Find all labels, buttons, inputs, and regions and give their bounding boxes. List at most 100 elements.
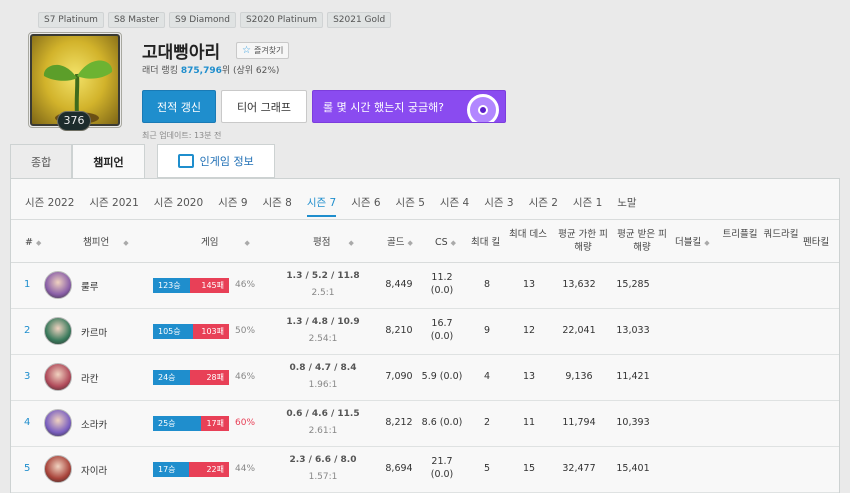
season-tab[interactable]: 시즌 6	[351, 197, 381, 209]
kda-ratio: 1.96:1	[308, 380, 338, 390]
losses-label: 22패	[189, 462, 229, 477]
cs: 11.2	[431, 272, 453, 283]
wins-label: 123승	[153, 278, 190, 293]
season-tab[interactable]: 시즌 8	[262, 197, 292, 209]
col-triple-kill[interactable]: 트리플킬	[722, 229, 758, 240]
col-gold[interactable]: 골드 ◆	[387, 237, 413, 248]
col-cs[interactable]: CS ◆	[435, 237, 457, 248]
win-loss-bar: 105승 103패	[153, 324, 229, 339]
row-rank: 5	[24, 463, 31, 474]
ladder-ranking: 래더 랭킹 875,796위 (상위 62%)	[142, 63, 279, 76]
winrate: 60%	[235, 418, 256, 428]
table-row[interactable]: 2 카르마 105승 103패 50% 1.3 / 4.8 / 10.9 2.5…	[11, 309, 839, 355]
table-row[interactable]: 3 라칸 24승 28패 46% 0.8 / 4.7 / 8.4 1.96:1 …	[11, 355, 839, 401]
cs: 8.6 (0.0)	[421, 417, 463, 428]
season-tab[interactable]: 시즌 2020	[153, 197, 204, 209]
champion-portrait-icon[interactable]	[44, 409, 72, 437]
season-tab[interactable]: 시즌 1	[572, 197, 603, 209]
gold: 8,694	[385, 463, 413, 474]
tab-ingame[interactable]: 인게임 정보	[156, 144, 275, 178]
last-updated: 최근 업데이트: 13분 전	[142, 131, 222, 140]
champion-portrait-icon[interactable]	[44, 363, 72, 391]
col-quadra-kill[interactable]: 쿼드라킬	[763, 229, 799, 240]
col-kda[interactable]: 평점 ◆	[313, 237, 354, 248]
col-double-kill[interactable]: 더블킬 ◆	[675, 237, 710, 248]
wins-label: 25승	[153, 416, 201, 431]
tab-champions[interactable]: 챔피언	[72, 144, 145, 178]
season-tab[interactable]: 시즌 7	[306, 195, 337, 217]
season-tab[interactable]: 시즌 2022	[25, 197, 75, 209]
tab-ingame-label: 인게임 정보	[199, 155, 254, 168]
kda-ratio: 2.5:1	[311, 288, 335, 298]
playtime-promo-button[interactable]: 롤 몇 시간 했는지 궁금해?	[312, 90, 506, 123]
col-avg-dealt[interactable]: 평균 가한 피해량	[558, 229, 608, 253]
table-row[interactable]: 5 자이라 17승 22패 44% 2.3 / 6.6 / 8.0 1.57:1…	[11, 447, 839, 493]
col-max-kill[interactable]: 최대 킬	[471, 237, 501, 248]
kda-values: 0.8 / 4.7 / 8.4	[289, 363, 357, 373]
champion-name[interactable]: 자이라	[81, 466, 108, 477]
col-games[interactable]: 게임 ◆	[201, 237, 250, 248]
col-max-death[interactable]: 최대 데스	[509, 229, 547, 240]
avg-damage-dealt: 13,632	[562, 279, 596, 290]
table-row[interactable]: 4 소라카 25승 17패 60% 0.6 / 4.6 / 11.5 2.61:…	[11, 401, 839, 447]
kda-ratio: 2.54:1	[308, 334, 338, 344]
max-kill: 8	[483, 279, 491, 290]
promo-label: 롤 몇 시간 했는지 궁금해?	[323, 100, 445, 114]
renew-button[interactable]: 전적 갱신	[142, 90, 216, 123]
max-kill: 2	[483, 417, 491, 428]
champion-portrait-icon[interactable]	[44, 317, 72, 345]
avg-damage-taken: 11,421	[616, 371, 650, 382]
champion-name[interactable]: 룰루	[81, 282, 99, 293]
kda-ratio: 1.57:1	[308, 472, 338, 482]
win-loss-bar: 17승 22패	[153, 462, 229, 477]
season-tab[interactable]: 시즌 9	[218, 197, 248, 209]
col-penta-kill[interactable]: 펜타킬	[803, 237, 830, 248]
winrate: 46%	[235, 372, 256, 382]
profile-tabs: 종합 챔피언 인게임 정보	[10, 144, 275, 178]
champion-portrait-icon[interactable]	[44, 455, 72, 483]
champion-name[interactable]: 소라카	[81, 420, 108, 431]
wins-label: 17승	[153, 462, 189, 477]
favorite-button[interactable]: ☆ 즐겨찾기	[236, 42, 290, 59]
max-kill: 5	[483, 463, 491, 474]
tier-badge: S8 Master	[107, 12, 165, 28]
kda-values: 1.3 / 4.8 / 10.9	[286, 317, 360, 327]
champion-name[interactable]: 카르마	[81, 328, 108, 339]
col-champion[interactable]: 챔피언 ◆	[83, 237, 129, 248]
kda-values: 2.3 / 6.6 / 8.0	[289, 455, 357, 465]
ladder-percentile: 위 (상위 62%)	[221, 66, 280, 76]
tier-graph-button[interactable]: 티어 그래프	[221, 90, 307, 123]
season-tab[interactable]: 노말	[617, 197, 637, 209]
losses-label: 28패	[190, 370, 229, 385]
losses-label: 17패	[201, 416, 229, 431]
season-tab[interactable]: 시즌 4	[439, 197, 470, 209]
tab-overview[interactable]: 종합	[10, 144, 73, 178]
gold: 8,449	[385, 279, 413, 290]
gold: 7,090	[385, 371, 413, 382]
win-loss-bar: 24승 28패	[153, 370, 229, 385]
table-row[interactable]: 1 룰루 123승 145패 46% 1.3 / 5.2 / 11.8 2.5:…	[11, 263, 839, 309]
row-rank: 4	[24, 417, 31, 428]
season-tabs: 시즌 2022 시즌 2021 시즌 2020 시즌 9 시즌 8 시즌 7 시즌 6 시즌 …	[25, 195, 652, 217]
champion-name[interactable]: 라칸	[81, 374, 99, 385]
gold: 8,210	[385, 325, 413, 336]
season-tab[interactable]: 시즌 5	[395, 197, 425, 209]
max-kill: 9	[483, 325, 491, 336]
ladder-label: 래더 랭킹	[142, 66, 178, 76]
kda-values: 0.6 / 4.6 / 11.5	[286, 409, 360, 419]
col-avg-taken[interactable]: 평균 받은 피해량	[617, 229, 667, 253]
season-tab[interactable]: 시즌 3	[484, 197, 514, 209]
summoner-name: 고대뻥아리	[142, 43, 221, 63]
row-rank: 2	[24, 325, 31, 336]
avg-damage-dealt: 32,477	[562, 463, 596, 474]
season-tab[interactable]: 시즌 2021	[89, 197, 139, 209]
col-no[interactable]: # ◆	[25, 237, 42, 248]
champion-portrait-icon[interactable]	[44, 271, 72, 299]
cs: 5.9 (0.0)	[421, 371, 463, 382]
cs-per-min: (0.0)	[430, 285, 454, 296]
avg-damage-taken: 10,393	[616, 417, 650, 428]
season-tab[interactable]: 시즌 2	[528, 197, 558, 209]
cs-per-min: (0.0)	[430, 331, 454, 342]
ladder-rank[interactable]: 875,796	[180, 66, 222, 76]
max-kill: 4	[483, 371, 491, 382]
